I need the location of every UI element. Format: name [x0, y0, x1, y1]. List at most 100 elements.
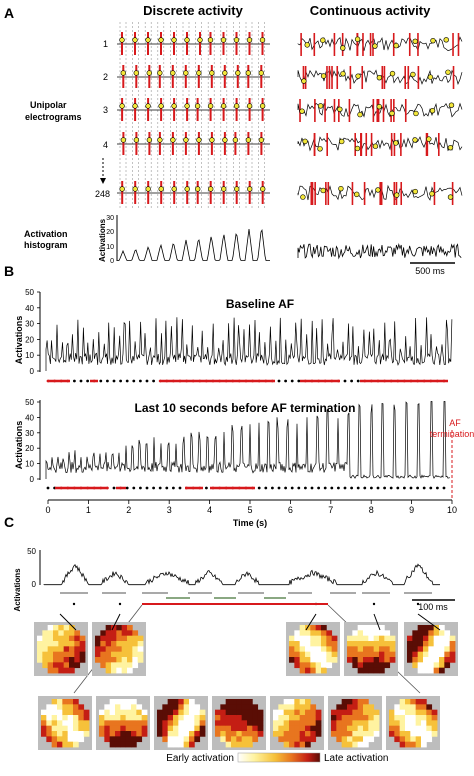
map-cell: [62, 720, 69, 727]
map-cell: [449, 651, 456, 658]
map-cell: [352, 657, 359, 663]
map-cell: [305, 667, 311, 674]
hist-a-continuous-trace: [297, 243, 462, 260]
activation-marker: [376, 103, 382, 110]
map-cell: [136, 725, 143, 732]
map-cell: [111, 635, 117, 642]
map-cell: [394, 736, 401, 743]
pattern-marker: [125, 379, 129, 383]
pattern-marker: [132, 486, 136, 490]
map-cell: [173, 741, 179, 748]
map-cell: [189, 709, 195, 716]
map-cell: [399, 720, 406, 727]
map-cell: [294, 736, 301, 743]
activation-marker: [119, 103, 125, 109]
map-cell: [231, 731, 237, 737]
xtick-label: 3: [167, 505, 172, 515]
map-cell: [423, 646, 429, 653]
map-cell: [310, 641, 317, 647]
map-cell: [215, 725, 221, 732]
map-cell: [132, 635, 139, 642]
map-cell: [352, 731, 359, 737]
map-cell: [326, 635, 333, 642]
map-cell: [331, 720, 337, 727]
activation-marker: [220, 103, 227, 109]
map-cell: [241, 725, 248, 732]
map-cell: [417, 662, 424, 669]
map-cell: [299, 731, 306, 737]
map-cell: [347, 731, 353, 737]
pattern-marker: [106, 379, 109, 383]
map-cell: [100, 635, 107, 642]
activation-marker: [195, 186, 201, 192]
map-cell: [384, 646, 391, 653]
map-cell: [131, 699, 137, 705]
map-cell: [241, 715, 248, 721]
scale-label-500ms: 500 ms: [415, 266, 445, 276]
map-cell: [426, 731, 433, 737]
map-cell: [331, 709, 337, 716]
pattern-marker: [112, 379, 116, 383]
map-cell: [357, 736, 364, 743]
map-cell: [444, 657, 451, 663]
map-cell: [120, 709, 127, 716]
map-cell: [289, 715, 295, 721]
map-cell: [428, 662, 435, 669]
map-cell: [78, 709, 85, 716]
map-cell: [137, 646, 144, 653]
map-cell: [331, 635, 338, 642]
map-cell: [51, 731, 58, 737]
map-cell: [336, 725, 343, 732]
map-cell: [315, 657, 322, 663]
map-cell: [305, 646, 311, 653]
pattern-marker: [330, 486, 334, 490]
map-cell: [178, 725, 185, 732]
map-cell: [294, 630, 301, 637]
map-cell: [347, 715, 353, 721]
map-cell: [357, 720, 364, 727]
map-cell: [439, 657, 445, 663]
map-cell: [58, 651, 65, 658]
map-cell: [53, 651, 59, 658]
map-cell: [194, 709, 201, 716]
activation-marker: [145, 103, 151, 109]
map-cell: [136, 720, 143, 727]
map-cell: [394, 720, 401, 727]
map-cell: [412, 651, 419, 658]
map-cell: [384, 662, 391, 669]
map-cell: [347, 699, 353, 705]
map-cell: [47, 630, 54, 637]
pattern-marker: [165, 486, 169, 490]
map-cell: [389, 715, 395, 721]
map-cell: [47, 625, 54, 631]
map-cell: [352, 720, 359, 727]
map-cell: [127, 630, 133, 637]
map-cell: [46, 736, 53, 743]
map-cell: [73, 725, 79, 732]
map-cell: [131, 720, 137, 727]
map-cell: [62, 725, 69, 732]
map-cell: [104, 736, 111, 743]
activation-marker: [375, 187, 381, 193]
map-cell: [199, 720, 206, 727]
activation-marker: [357, 111, 363, 118]
map-cell: [379, 625, 385, 631]
map-cell: [109, 731, 116, 737]
map-cell: [127, 651, 133, 658]
map-cell: [415, 704, 422, 711]
map-cell: [241, 704, 248, 711]
activation-marker: [429, 108, 436, 114]
map-cell: [423, 667, 429, 674]
map-cell: [99, 725, 105, 732]
activation-marker: [209, 137, 215, 143]
activation-marker: [340, 71, 346, 77]
colorbar-early-label: Early activation: [166, 753, 234, 764]
map-cell: [141, 731, 148, 737]
map-cell: [67, 720, 74, 727]
activation-marker: [354, 191, 360, 198]
ytick-label: 30: [25, 320, 34, 329]
map-cell: [439, 651, 445, 658]
map-cell: [357, 699, 364, 705]
map-cell: [127, 635, 133, 642]
map-cell: [42, 646, 49, 653]
